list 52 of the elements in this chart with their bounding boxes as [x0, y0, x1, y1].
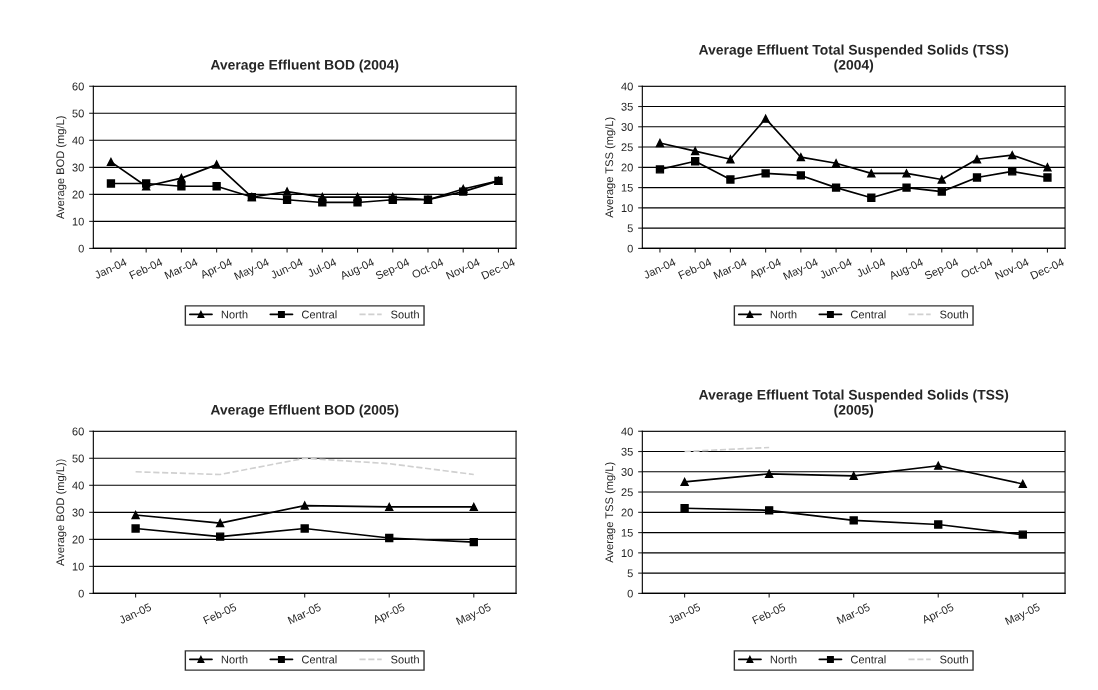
y-tick-label: 30	[72, 508, 84, 517]
chart-title: Average Effluent BOD (2004)	[210, 59, 399, 73]
y-tick-label: 0	[78, 244, 84, 253]
chart-title: Average Effluent Total Suspended Solids (TSS) (2005)	[698, 389, 1009, 418]
y-tick-label: 40	[621, 82, 633, 91]
y-tick-label: 20	[72, 190, 84, 199]
y-axis-title: Average TSS (mg/L)	[605, 117, 616, 218]
y-tick-label: 25	[621, 143, 633, 152]
legend-label: Central	[301, 310, 337, 319]
legend-label: North	[221, 310, 248, 319]
y-tick-label: 20	[621, 508, 633, 517]
chart-title: Average Effluent BOD (2005)	[210, 404, 399, 418]
y-tick-label: 50	[72, 109, 84, 118]
y-tick-label: 10	[621, 549, 633, 557]
legend-label: South	[940, 655, 968, 664]
y-tick-label: 40	[621, 427, 633, 436]
legend-label: Central	[850, 310, 886, 319]
y-tick-label: 20	[72, 535, 84, 544]
y-tick-label: 5	[627, 569, 633, 578]
y-tick-label: 60	[72, 82, 84, 91]
y-tick-label: 15	[621, 528, 633, 537]
y-tick-label: 40	[72, 481, 84, 490]
y-tick-label: 15	[621, 183, 633, 192]
legend-label: South	[391, 310, 419, 319]
y-tick-label: 60	[72, 427, 84, 436]
y-tick-label: 25	[621, 488, 633, 497]
legend-label: North	[221, 655, 248, 664]
y-tick-label: 30	[621, 123, 633, 131]
y-axis-title: Average BOD (mg/L))	[56, 459, 67, 566]
y-tick-label: 30	[72, 163, 84, 172]
chart-title: Average Effluent Total Suspended Solids (TSS) (2004)	[698, 44, 1009, 73]
y-tick-label: 35	[621, 102, 633, 111]
y-tick-label: 10	[72, 217, 84, 226]
legend-label: South	[940, 310, 968, 319]
legend-label: Central	[301, 655, 337, 664]
y-tick-label: 50	[72, 454, 84, 463]
y-tick-label: 10	[621, 204, 633, 212]
y-tick-label: 35	[621, 447, 633, 456]
y-tick-label: 0	[78, 589, 84, 598]
y-tick-label: 10	[72, 562, 84, 571]
y-tick-label: 40	[72, 136, 84, 145]
y-tick-label: 30	[621, 468, 633, 476]
y-tick-label: 0	[627, 589, 633, 598]
y-tick-label: 0	[627, 244, 633, 253]
legend-label: Central	[850, 655, 886, 664]
y-axis-title: Average TSS (mg/L)	[605, 462, 616, 563]
y-tick-label: 5	[627, 224, 633, 233]
legend-label: South	[391, 655, 419, 664]
legend-label: North	[770, 655, 797, 664]
y-tick-label: 20	[621, 163, 633, 172]
legend-label: North	[770, 310, 797, 319]
y-axis-title: Average BOD (mg/L)	[56, 116, 67, 220]
